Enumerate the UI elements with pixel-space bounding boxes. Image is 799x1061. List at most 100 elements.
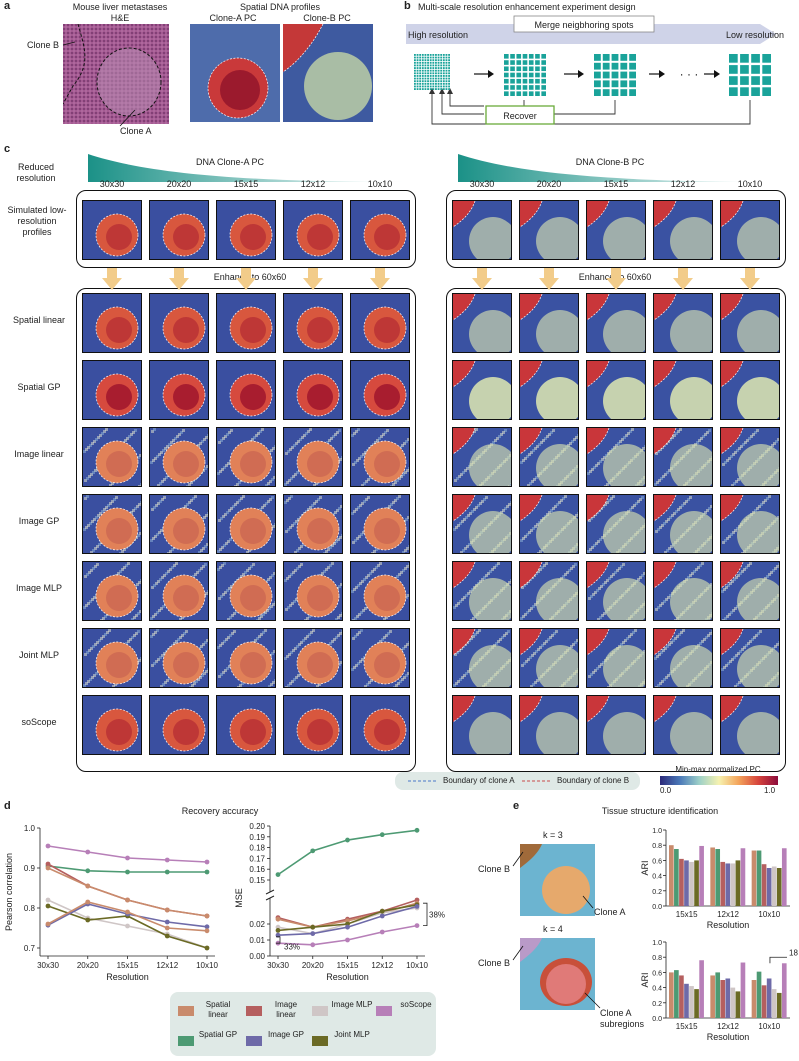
- clone-b-tile: [720, 293, 780, 353]
- data-point: [164, 933, 170, 939]
- legend-label: soScope: [400, 1000, 432, 1009]
- y-tick-label: 0.02: [249, 920, 265, 929]
- data-point: [379, 913, 385, 919]
- grid-cell: [419, 72, 422, 75]
- data-point: [204, 945, 210, 951]
- grid-cell: [424, 54, 427, 56]
- y-tick-label: 0.2: [652, 889, 662, 896]
- grid-cell: [729, 65, 738, 74]
- grid-cell: [421, 54, 424, 56]
- y-tick-label: 1.0: [24, 824, 36, 833]
- down-arrow: [169, 268, 189, 290]
- grid-cell: [629, 54, 636, 61]
- right-simulated-box: [446, 190, 786, 268]
- data-point: [164, 919, 170, 925]
- resolution-label: 15x15: [233, 179, 259, 189]
- bar: [730, 987, 736, 1018]
- panel-e-leader-lines: [512, 851, 601, 1009]
- x-axis-label: Resolution: [326, 972, 369, 982]
- grid-cell: [427, 61, 429, 64]
- y-tick-label: 0.18: [249, 844, 265, 853]
- grid-cell: [424, 75, 427, 77]
- clone-a-tile: [216, 200, 276, 260]
- grid-cell: [762, 54, 771, 63]
- clone-a-tile: [149, 360, 209, 420]
- colorbar: [660, 776, 778, 785]
- y-tick-label: 0.6: [652, 858, 662, 865]
- grid-cell: [448, 64, 450, 67]
- grid-cell: [516, 85, 522, 90]
- data-point: [310, 942, 316, 948]
- bar: [781, 963, 787, 1018]
- grid-cell: [448, 69, 450, 72]
- x-tick-label: 12x12: [156, 961, 178, 970]
- grid-cell: [427, 72, 429, 75]
- simulated-label: Simulated low-resolution profiles: [7, 205, 67, 237]
- grid-cell: [440, 77, 443, 80]
- clone-a-tile: [283, 494, 343, 554]
- bar: [674, 849, 679, 906]
- clone-b-tile: [720, 494, 780, 554]
- grid-cell: [440, 67, 443, 69]
- series-line: [47, 867, 208, 917]
- down-arrow: [539, 268, 559, 290]
- grid-cell: [522, 78, 528, 84]
- clone-b-tile: [452, 494, 512, 554]
- resolution-label: 30x30: [99, 179, 125, 189]
- data-point: [275, 872, 281, 877]
- grid-cell: [435, 77, 437, 80]
- grid-cell: [751, 65, 760, 74]
- boundary-legend-lines: [408, 780, 552, 782]
- bar: [761, 864, 767, 906]
- x-tick-label: 10x10: [758, 1022, 780, 1031]
- grid-cell: [424, 82, 427, 85]
- y-tick-label: 0.19: [249, 833, 265, 842]
- spatial-dna-title: Spatial DNA profiles: [239, 2, 321, 12]
- grid-cell: [504, 91, 509, 96]
- resolution-label: 12x12: [670, 179, 696, 189]
- grid-cell: [414, 75, 416, 77]
- grid-cell: [442, 67, 445, 69]
- grid-cell: [445, 72, 448, 75]
- grid-cell: [445, 54, 448, 56]
- grid-cell: [427, 82, 429, 85]
- clone-b-tile: [452, 695, 512, 755]
- data-point: [204, 924, 210, 930]
- clone-b-tile: [586, 200, 646, 260]
- grid-cell: [448, 85, 450, 88]
- grid-cell: [594, 89, 601, 96]
- clone-b-tile: [720, 561, 780, 621]
- grid-cell: [602, 54, 610, 61]
- grid-cell: [416, 75, 419, 77]
- data-point: [345, 937, 350, 943]
- grid-cell: [448, 54, 450, 56]
- grid-cell: [442, 61, 445, 64]
- clone-a-tile: [216, 360, 276, 420]
- panel-a-leader-lines: [62, 41, 136, 127]
- legend-label: Image MLP: [331, 1000, 373, 1009]
- grid-cell: [448, 59, 450, 62]
- grid-cell: [541, 91, 546, 96]
- grid-cell: [421, 88, 424, 90]
- data-point: [414, 904, 420, 909]
- grid-cell: [535, 66, 540, 72]
- legend-swatch: [246, 1006, 262, 1016]
- grid-cell: [419, 82, 422, 85]
- bar: [679, 858, 684, 906]
- grid-cell: [419, 88, 422, 90]
- data-point: [204, 913, 210, 919]
- low-res-text: Low resolution: [726, 30, 784, 40]
- y-tick-label: 0.8: [652, 955, 662, 962]
- grid-cell: [414, 59, 416, 62]
- bar: [720, 980, 726, 1018]
- data-point: [45, 861, 51, 867]
- data-point: [275, 916, 281, 922]
- grid-cell: [516, 72, 522, 78]
- method-row-label: Joint MLP: [18, 650, 60, 660]
- grid-cell: [421, 56, 424, 59]
- y-tick-label: 0.01: [249, 936, 265, 945]
- k4-clone-b: Clone B: [478, 958, 511, 968]
- grid-cell: [424, 67, 427, 69]
- left-simulated-box: [76, 190, 416, 268]
- grid-cell: [620, 80, 628, 88]
